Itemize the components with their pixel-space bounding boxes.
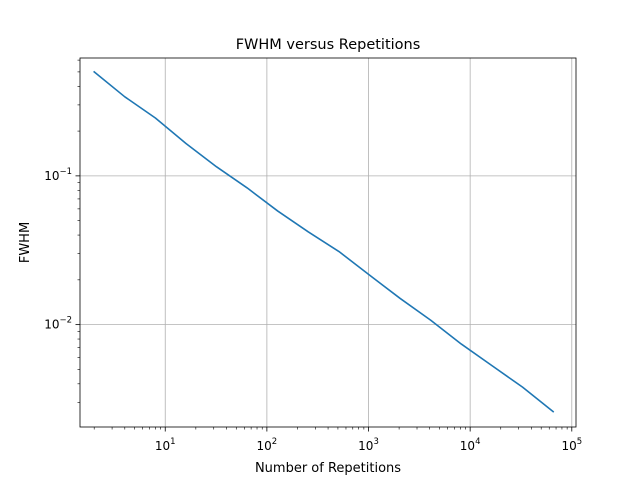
y-tick-label: 10−2: [44, 316, 72, 332]
x-tick-label: 101: [155, 437, 176, 453]
major-ticks: [75, 175, 573, 432]
y-axis-label: FWHM: [18, 222, 33, 263]
x-tick-label: 103: [358, 437, 379, 453]
chart-title: FWHM versus Repetitions: [236, 37, 421, 53]
x-tick-label: 104: [460, 437, 481, 453]
plot-frame: [79, 57, 577, 428]
tick-labels: 101 102 103 104 105 10−1 10−2: [44, 167, 582, 453]
x-tick-label: 102: [257, 437, 278, 453]
y-tick-label: 10−1: [44, 167, 72, 183]
grid: [80, 58, 576, 427]
series-layer: [93, 70, 555, 413]
series-line: [93, 70, 555, 413]
x-tick-label: 105: [561, 437, 582, 453]
minor-ticks: [77, 59, 568, 430]
x-axis-label: Number of Repetitions: [255, 461, 401, 476]
